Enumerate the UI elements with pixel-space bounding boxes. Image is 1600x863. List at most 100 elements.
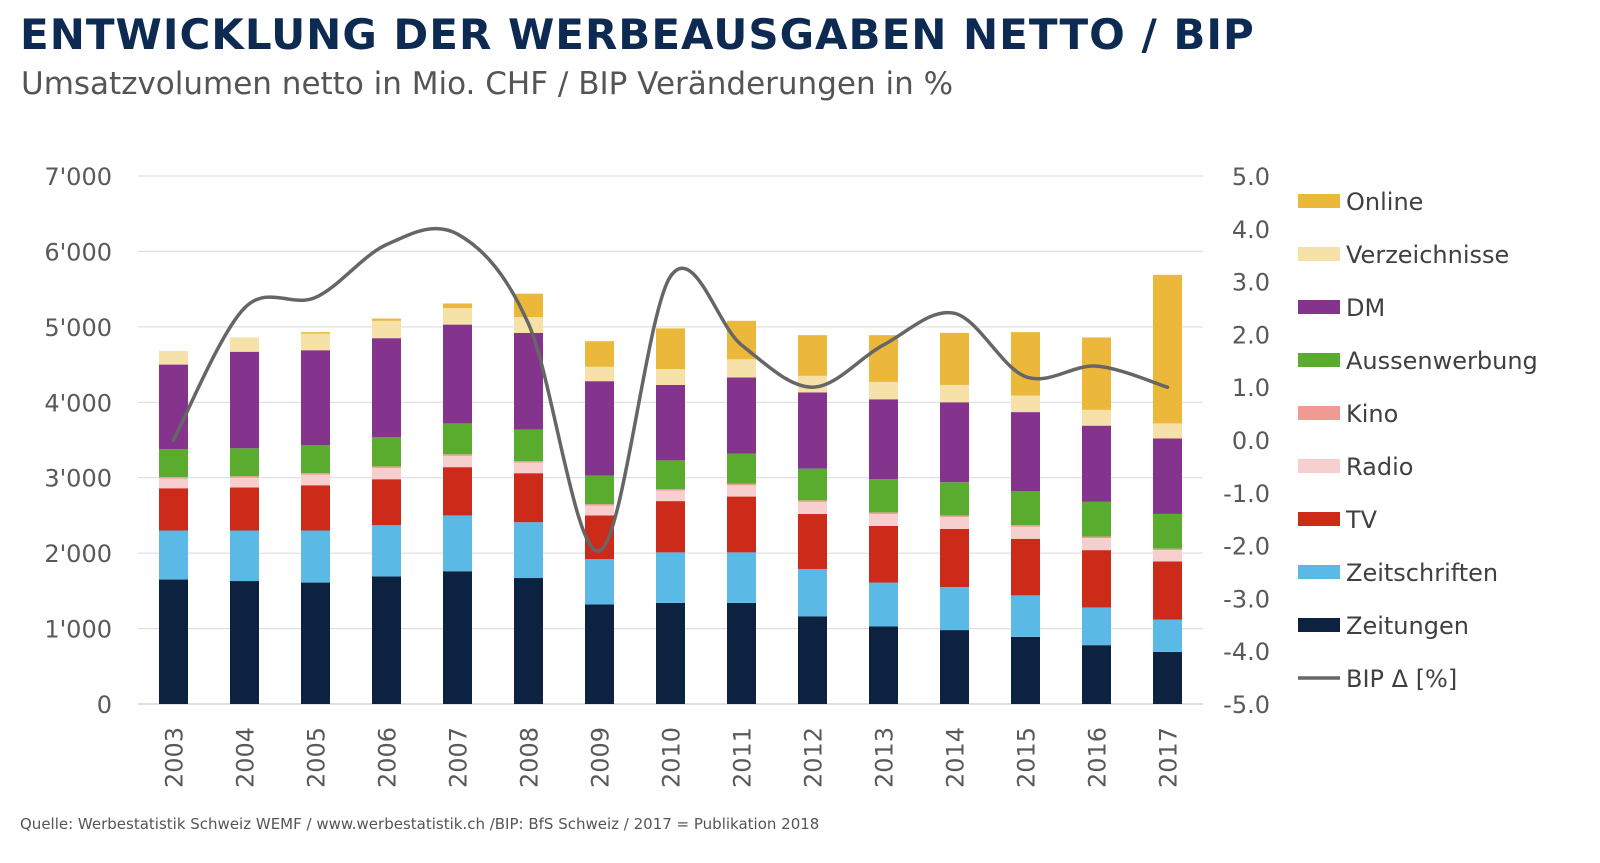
bar-aussenwerbung-2003 <box>159 449 188 477</box>
bar-radio-2015 <box>1011 526 1040 539</box>
y-tick-label: 3'000 <box>44 465 112 493</box>
bar-tv-2007 <box>443 467 472 516</box>
bar-kino-2012 <box>798 500 827 502</box>
bar-aussenwerbung-2009 <box>585 475 614 505</box>
bar-dm-2010 <box>656 384 685 461</box>
bar-tv-2005 <box>301 485 330 531</box>
bar-online-2013 <box>869 335 898 382</box>
bar-zeitungen-2010 <box>656 602 685 704</box>
legend-label: Online <box>1346 188 1423 216</box>
bar-dm-2015 <box>1011 412 1040 492</box>
y-tick-label: 4'000 <box>44 389 112 417</box>
bar-online-2014 <box>940 332 969 385</box>
legend-swatch-aussenwerbung <box>1298 353 1340 367</box>
bar-zeitschriften-2007 <box>443 515 472 572</box>
bar-dm-2009 <box>585 381 614 476</box>
chart-subtitle: Umsatzvolumen netto in Mio. CHF / BIP Ve… <box>21 66 954 102</box>
bar-aussenwerbung-2011 <box>727 453 756 484</box>
bar-zeitschriften-2003 <box>159 530 188 580</box>
bar-radio-2010 <box>656 490 685 502</box>
bar-verzeichnisse-2017 <box>1153 423 1182 439</box>
bar-dm-2006 <box>372 338 401 437</box>
x-tick-label: 2004 <box>232 727 260 788</box>
bar-dm-2011 <box>727 377 756 454</box>
bar-kino-2004 <box>230 476 259 478</box>
legend-swatch-verzeichnisse <box>1298 247 1340 261</box>
y2-tick-label: -5.0 <box>1223 691 1270 719</box>
y-tick-label: 6'000 <box>44 238 112 266</box>
bip-line <box>171 226 1170 553</box>
x-tick-label: 2011 <box>729 727 757 788</box>
bar-zeitungen-2015 <box>1011 636 1040 704</box>
bar-zeitungen-2007 <box>443 571 472 704</box>
bar-verzeichnisse-2005 <box>301 333 330 351</box>
bar-radio-2008 <box>514 462 543 474</box>
bar-radio-2007 <box>443 455 472 468</box>
chart-title: ENTWICKLUNG DER WERBEAUSGABEN NETTO / BI… <box>20 10 1255 59</box>
x-tick-label: 2015 <box>1013 727 1041 788</box>
bar-radio-2012 <box>798 501 827 514</box>
legend-label: Aussenwerbung <box>1346 347 1538 375</box>
x-tick-label: 2012 <box>800 727 828 788</box>
bar-zeitschriften-2015 <box>1011 595 1040 637</box>
bar-tv-2006 <box>372 479 401 526</box>
bar-online-2016 <box>1082 337 1111 410</box>
x-tick-label: 2016 <box>1084 727 1112 788</box>
bar-tv-2013 <box>869 525 898 583</box>
bar-tv-2010 <box>656 501 685 553</box>
bar-zeitschriften-2006 <box>372 525 401 577</box>
bar-kino-2015 <box>1011 525 1040 527</box>
bar-zeitschriften-2004 <box>230 530 259 582</box>
bar-aussenwerbung-2016 <box>1082 501 1111 537</box>
y2-tick-label: 3.0 <box>1232 269 1270 297</box>
bar-zeitschriften-2008 <box>514 522 543 579</box>
legend-label: BIP Δ [%] <box>1346 665 1457 693</box>
bar-online-2010 <box>656 328 685 370</box>
bar-verzeichnisse-2011 <box>727 359 756 378</box>
legend-label: DM <box>1346 294 1385 322</box>
bar-online-2007 <box>443 303 472 308</box>
bar-radio-2009 <box>585 505 614 516</box>
bar-radio-2017 <box>1153 550 1182 562</box>
bar-online-2017 <box>1153 274 1182 424</box>
bar-radio-2003 <box>159 478 188 489</box>
x-tick-label: 2005 <box>303 727 331 788</box>
bar-verzeichnisse-2014 <box>940 384 969 403</box>
bar-zeitungen-2009 <box>585 604 614 704</box>
bar-kino-2005 <box>301 473 330 475</box>
bar-dm-2012 <box>798 392 827 469</box>
y-tick-label: 5'000 <box>44 314 112 342</box>
bar-aussenwerbung-2017 <box>1153 513 1182 549</box>
bar-tv-2012 <box>798 513 827 569</box>
bar-zeitschriften-2016 <box>1082 607 1111 646</box>
y2-tick-label: 1.0 <box>1232 374 1270 402</box>
x-tick-label: 2003 <box>161 727 189 788</box>
bar-radio-2004 <box>230 477 259 488</box>
bar-aussenwerbung-2008 <box>514 429 543 462</box>
x-tick-label: 2013 <box>871 727 899 788</box>
legend-swatch-zeitungen <box>1298 618 1340 632</box>
x-tick-label: 2006 <box>374 727 402 788</box>
y2-tick-label: 0.0 <box>1232 427 1270 455</box>
bar-dm-2017 <box>1153 438 1182 514</box>
y2-tick-label: -1.0 <box>1223 480 1270 508</box>
bar-zeitschriften-2013 <box>869 582 898 627</box>
bar-kino-2009 <box>585 504 614 506</box>
bar-zeitschriften-2017 <box>1153 619 1182 652</box>
bar-tv-2014 <box>940 529 969 588</box>
bar-zeitschriften-2014 <box>940 587 969 631</box>
bar-dm-2007 <box>443 324 472 424</box>
bar-radio-2011 <box>727 485 756 497</box>
bar-dm-2016 <box>1082 425 1111 502</box>
bar-zeitschriften-2005 <box>301 530 330 583</box>
bar-aussenwerbung-2005 <box>301 445 330 474</box>
bar-zeitschriften-2009 <box>585 559 614 605</box>
y2-tick-label: -3.0 <box>1223 585 1270 613</box>
bar-kino-2007 <box>443 454 472 456</box>
bar-verzeichnisse-2013 <box>869 381 898 400</box>
bar-radio-2006 <box>372 467 401 480</box>
x-tick-label: 2007 <box>445 727 473 788</box>
bar-aussenwerbung-2012 <box>798 468 827 501</box>
legend-label: Zeitungen <box>1346 612 1469 640</box>
bar-zeitungen-2005 <box>301 582 330 704</box>
